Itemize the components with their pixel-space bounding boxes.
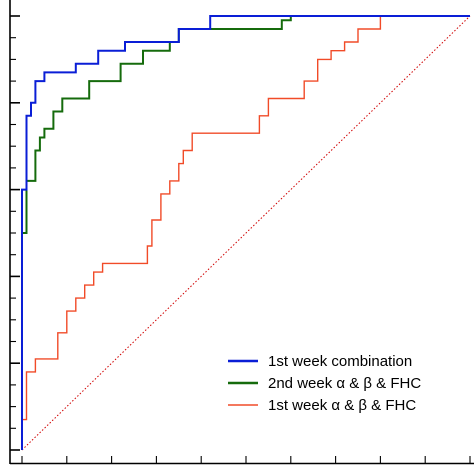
axis-layer bbox=[9, 0, 474, 465]
reference-diagonal-line bbox=[21, 15, 471, 451]
legend: 1st week combination 2nd week α & β & FH… bbox=[228, 353, 421, 414]
series-line-1 bbox=[21, 15, 470, 450]
plot-area bbox=[10, 0, 473, 464]
reference-diagonal-layer bbox=[21, 15, 471, 451]
series-line-3 bbox=[21, 15, 470, 450]
series-layer bbox=[21, 15, 470, 450]
legend-label-2: 2nd week α & β & FHC bbox=[268, 375, 421, 392]
legend-label-3: 1st week α & β & FHC bbox=[268, 397, 416, 414]
legend-label-1: 1st week combination bbox=[268, 353, 412, 370]
series-line-2 bbox=[21, 15, 470, 450]
